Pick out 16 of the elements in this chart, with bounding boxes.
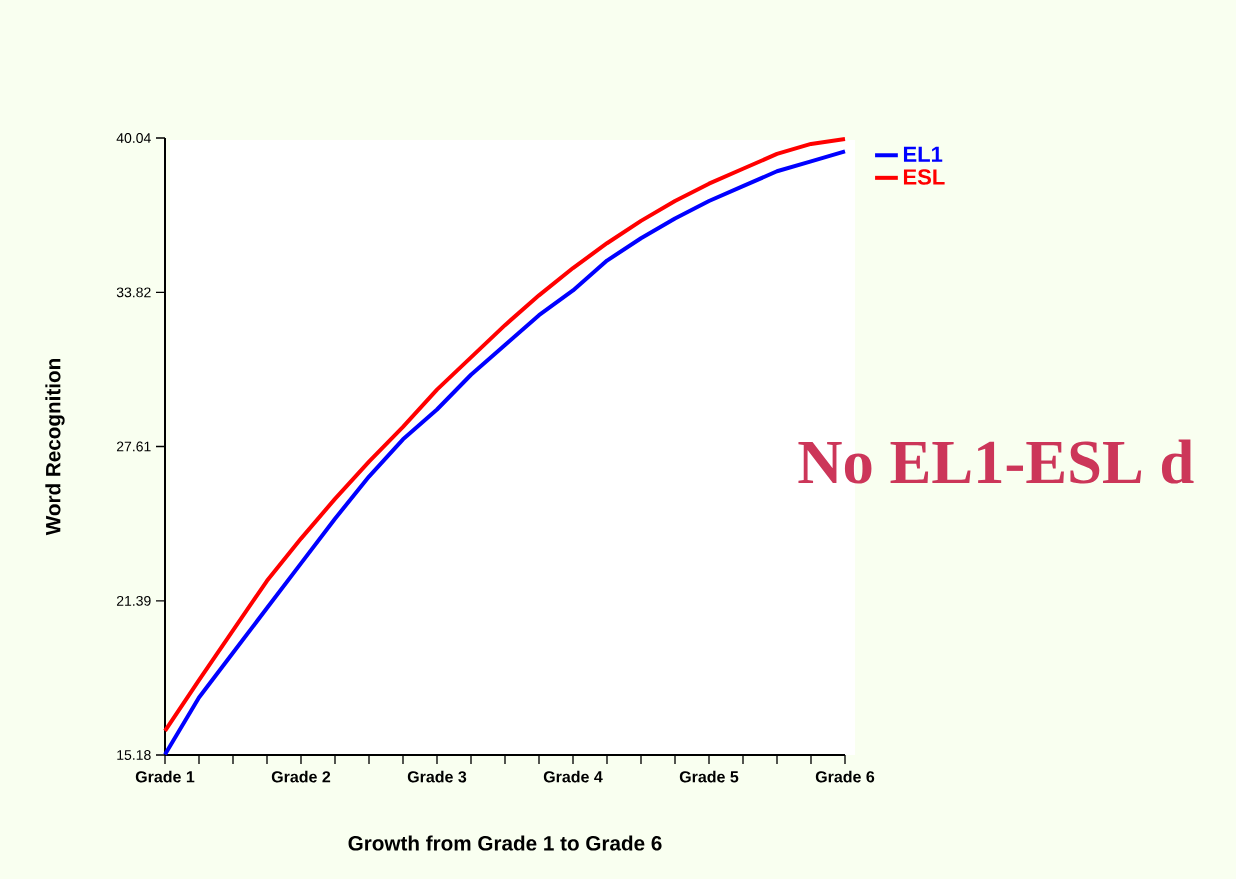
x-tick-label: Grade 6 [815, 770, 875, 783]
y-tick-label: 15.18 [117, 750, 151, 760]
x-tick-label: Grade 4 [543, 770, 603, 783]
y-axis-title: Word Recognition [45, 359, 65, 536]
annotation: No EL1-ESL d [798, 439, 1194, 484]
y-tick-label: 40.04 [116, 133, 151, 143]
y-tick-label: 27.61 [116, 441, 151, 452]
legend-label: EL1 [903, 146, 943, 162]
x-tick-label: Grade 3 [407, 770, 467, 783]
x-tick-label: Grade 1 [135, 770, 195, 783]
y-tick-label: 33.82 [116, 287, 151, 298]
legend-label: ESL [903, 169, 945, 185]
x-tick-label: Grade 2 [271, 770, 331, 783]
x-axis-title: Growth from Grade 1 to Grade 6 [348, 835, 662, 851]
x-tick-label: Grade 5 [679, 770, 739, 783]
y-tick-label: 21.39 [116, 595, 151, 606]
